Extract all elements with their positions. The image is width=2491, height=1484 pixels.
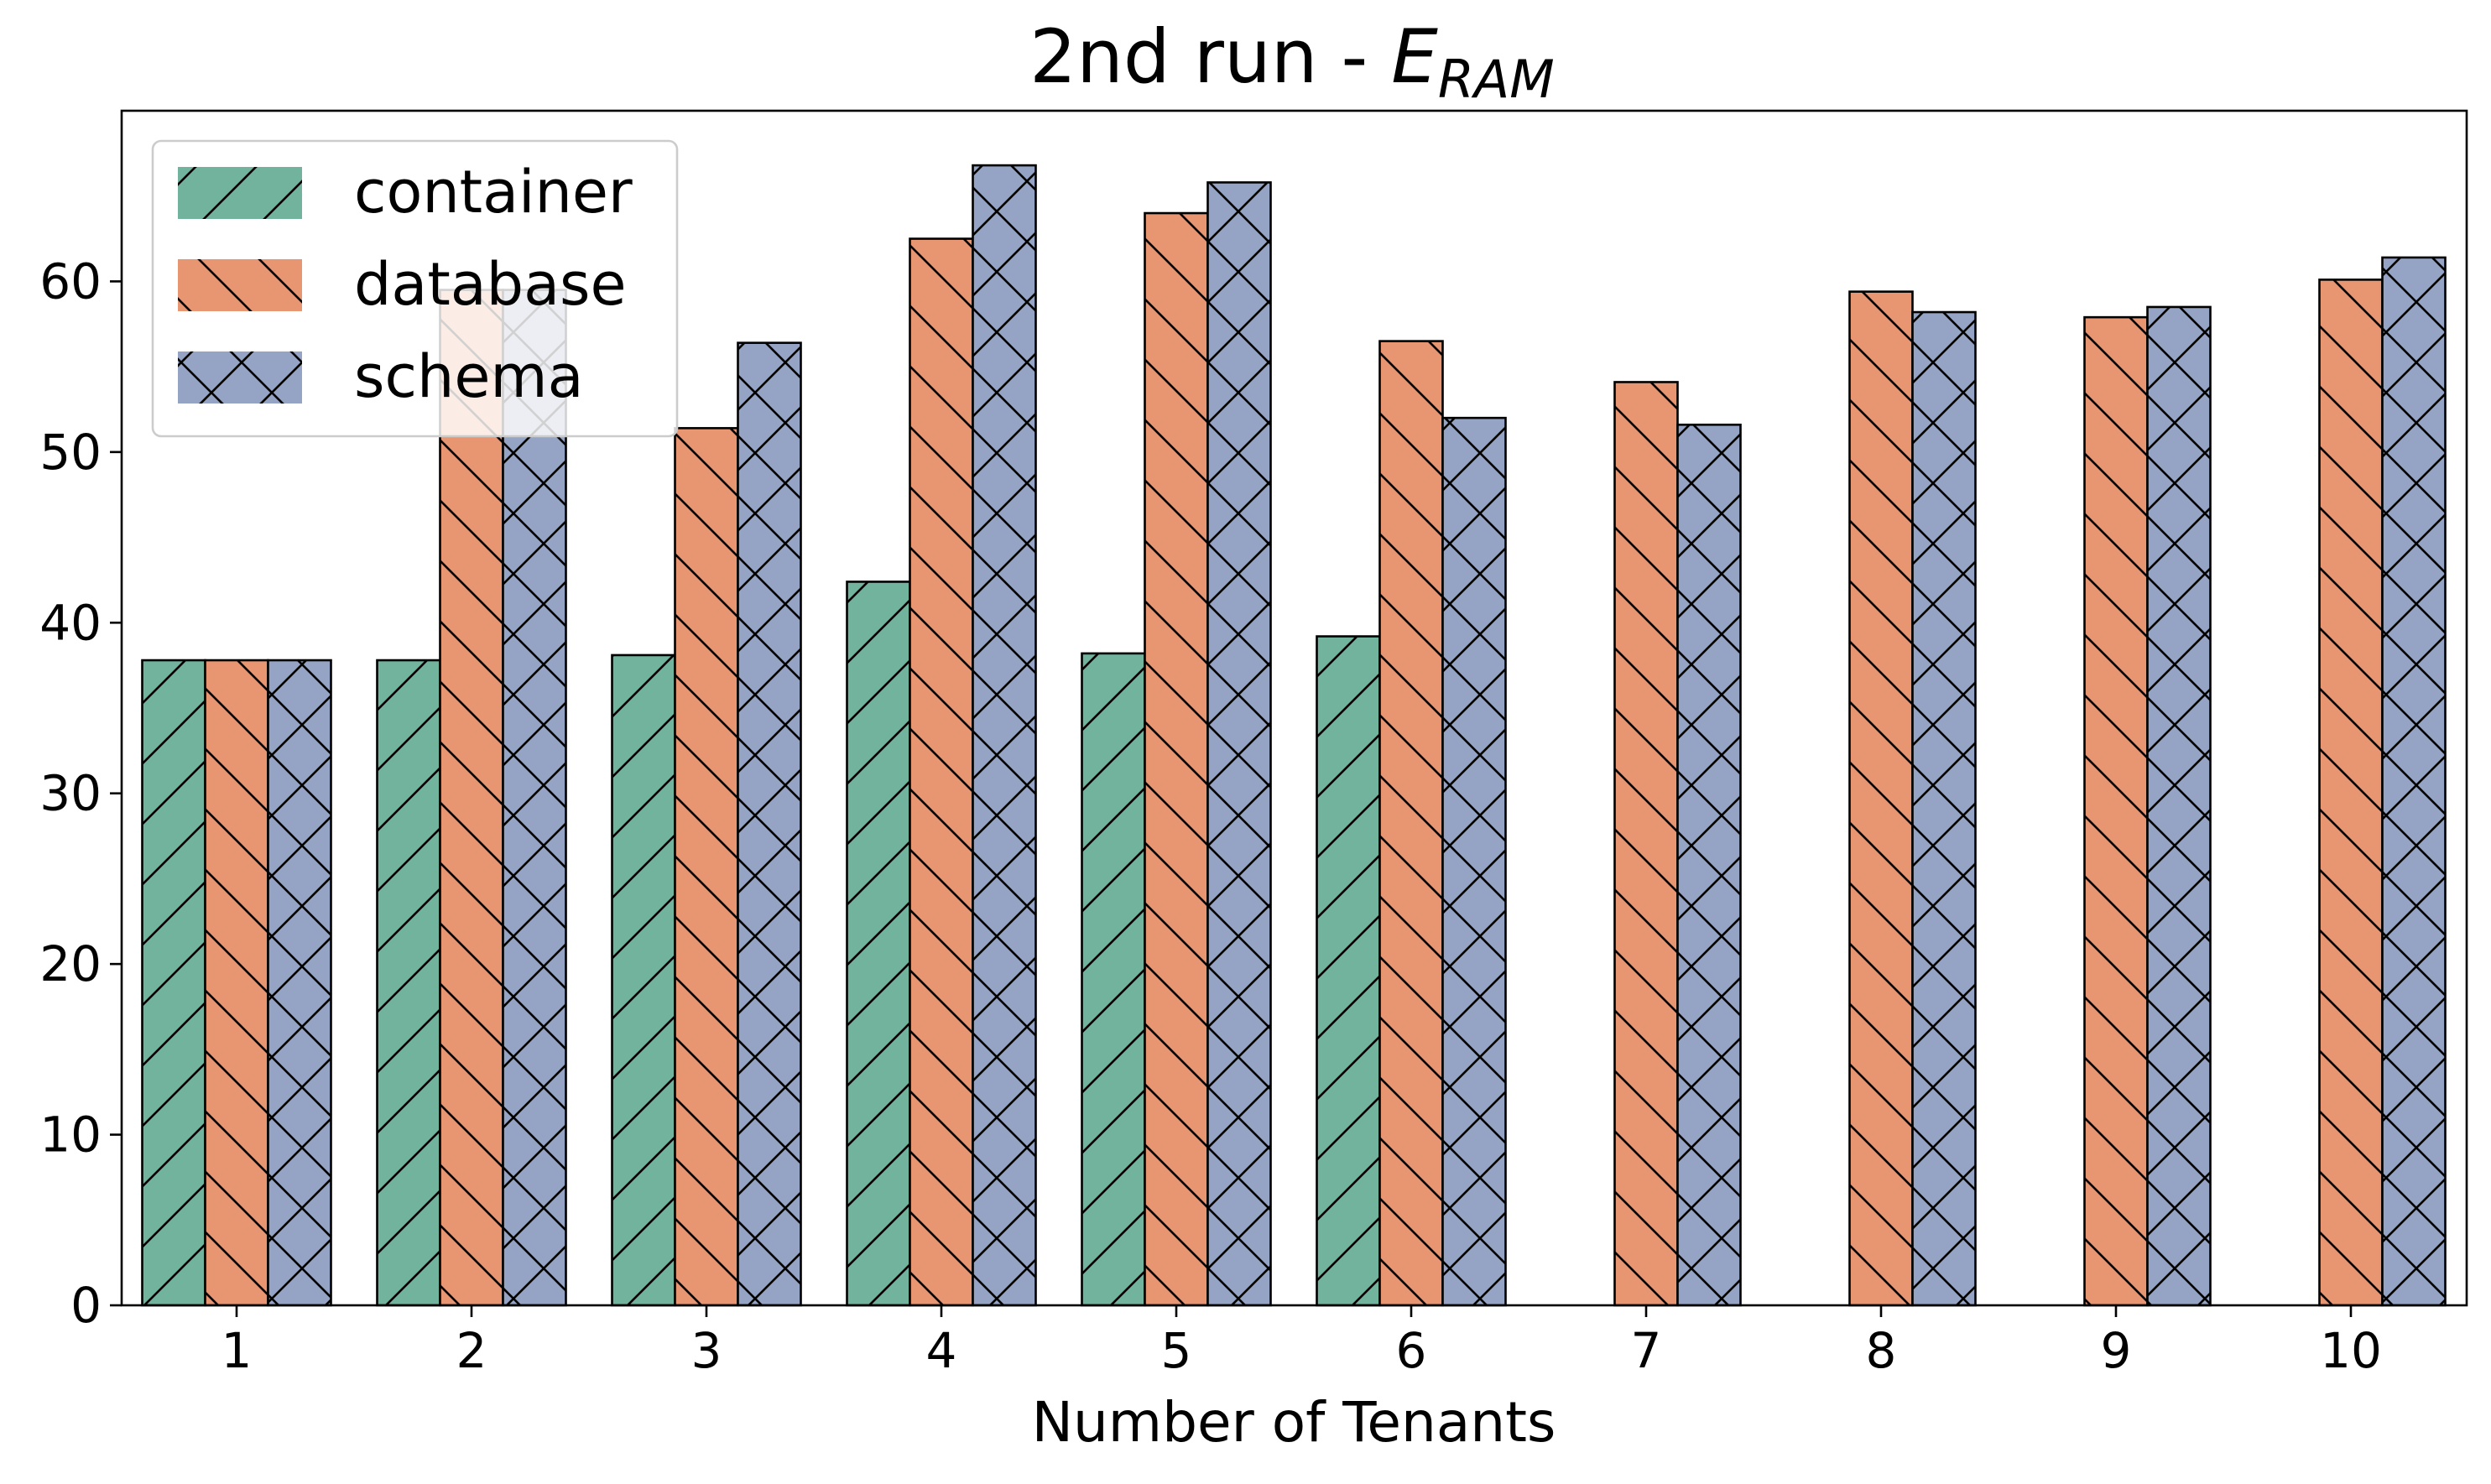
x-tick-label: 4: [926, 1322, 957, 1379]
bar-database-1: [204, 659, 269, 1307]
bar-hatch: [2318, 279, 2384, 1307]
bar-container-5: [1081, 652, 1146, 1307]
x-tick-label: 8: [1866, 1322, 1897, 1379]
bar-hatch: [1206, 181, 1272, 1307]
bar-hatch: [1144, 211, 1209, 1307]
bar-container-3: [611, 653, 676, 1307]
legend-label: database: [354, 250, 627, 319]
legend-label: schema: [354, 342, 583, 411]
x-axis: 1 2 3 4 5 6 7 8 9 10: [221, 1305, 2382, 1379]
legend: container database schema: [151, 139, 679, 438]
bar-hatch: [674, 427, 739, 1307]
bar-hatch: [611, 653, 676, 1307]
x-tick-label: 1: [221, 1322, 253, 1379]
legend-swatch-hatch: [178, 351, 302, 404]
bar-container-1: [141, 659, 206, 1307]
bar-hatch: [2146, 305, 2212, 1307]
bar-hatch: [2083, 315, 2149, 1307]
legend-swatch-hatch: [178, 259, 302, 311]
bar-schema-6: [1441, 416, 1507, 1307]
bar-database-7: [1613, 381, 1679, 1307]
bar-container-6: [1316, 635, 1381, 1307]
bars-layer: [141, 164, 2447, 1307]
bar-container-4: [846, 581, 911, 1307]
legend-label: container: [354, 158, 633, 227]
bar-hatch: [909, 237, 974, 1307]
title-math-sub: RAM: [1438, 49, 1555, 110]
bar-hatch: [1613, 381, 1679, 1307]
bar-hatch: [1676, 424, 1742, 1307]
bar-schema-4: [972, 164, 1037, 1307]
chart-title: 2nd run - ERAM: [1029, 13, 1555, 110]
bar-schema-5: [1206, 181, 1272, 1307]
title-math-base: E: [1391, 13, 1438, 100]
bar-hatch: [1441, 416, 1507, 1307]
x-axis-label: Number of Tenants: [1032, 1390, 1556, 1455]
bar-hatch: [2381, 256, 2447, 1307]
bar-hatch: [846, 581, 911, 1307]
bar-database-6: [1378, 340, 1444, 1307]
bar-schema-9: [2146, 305, 2212, 1307]
bar-schema-1: [267, 659, 332, 1307]
y-tick-label: 10: [39, 1106, 102, 1164]
x-tick-label: 3: [691, 1322, 722, 1379]
plot-frame: [120, 109, 2468, 1307]
y-tick-label: 60: [39, 253, 102, 310]
x-tick-label: 9: [2101, 1322, 2132, 1379]
x-tick-label: 6: [1396, 1322, 1427, 1379]
bar-hatch: [141, 659, 206, 1307]
legend-item-container: container: [178, 158, 633, 227]
legend-swatch-hatch: [178, 167, 302, 219]
legend-item-database: database: [178, 250, 627, 319]
bar-database-10: [2318, 279, 2384, 1307]
bar-schema-3: [737, 341, 802, 1307]
bar-hatch: [502, 289, 567, 1307]
bar-schema-10: [2381, 256, 2447, 1307]
bar-database-4: [909, 237, 974, 1307]
bar-schema-7: [1676, 424, 1742, 1307]
bar-database-3: [674, 427, 739, 1307]
y-tick-label: 40: [39, 594, 102, 651]
y-tick-label: 0: [70, 1277, 102, 1334]
bar-hatch: [1378, 340, 1444, 1307]
bar-hatch: [267, 659, 332, 1307]
bar-schema-2: [502, 289, 567, 1307]
bar-hatch: [972, 164, 1037, 1307]
bar-hatch: [1081, 652, 1146, 1307]
y-tick-label: 50: [39, 424, 102, 481]
bar-database-9: [2083, 315, 2149, 1307]
bar-hatch: [204, 659, 269, 1307]
y-tick-label: 20: [39, 935, 102, 992]
x-tick-label: 2: [456, 1322, 487, 1379]
x-tick-label: 5: [1161, 1322, 1192, 1379]
bar-database-5: [1144, 211, 1209, 1307]
bar-hatch: [439, 289, 504, 1307]
bar-hatch: [376, 659, 441, 1307]
y-axis: 0 10 20 30 40 50 60: [39, 253, 122, 1334]
bar-hatch: [1911, 310, 1977, 1307]
bar-schema-8: [1911, 310, 1977, 1307]
bar-database-8: [1848, 290, 1914, 1307]
bar-hatch: [1848, 290, 1914, 1307]
y-tick-label: 30: [39, 765, 102, 822]
bar-hatch: [1316, 635, 1381, 1307]
x-tick-label: 10: [2320, 1322, 2382, 1379]
legend-item-schema: schema: [178, 342, 583, 411]
bar-hatch: [737, 341, 802, 1307]
x-tick-label: 7: [1631, 1322, 1662, 1379]
bar-container-2: [376, 659, 441, 1307]
bar-database-2: [439, 289, 504, 1307]
